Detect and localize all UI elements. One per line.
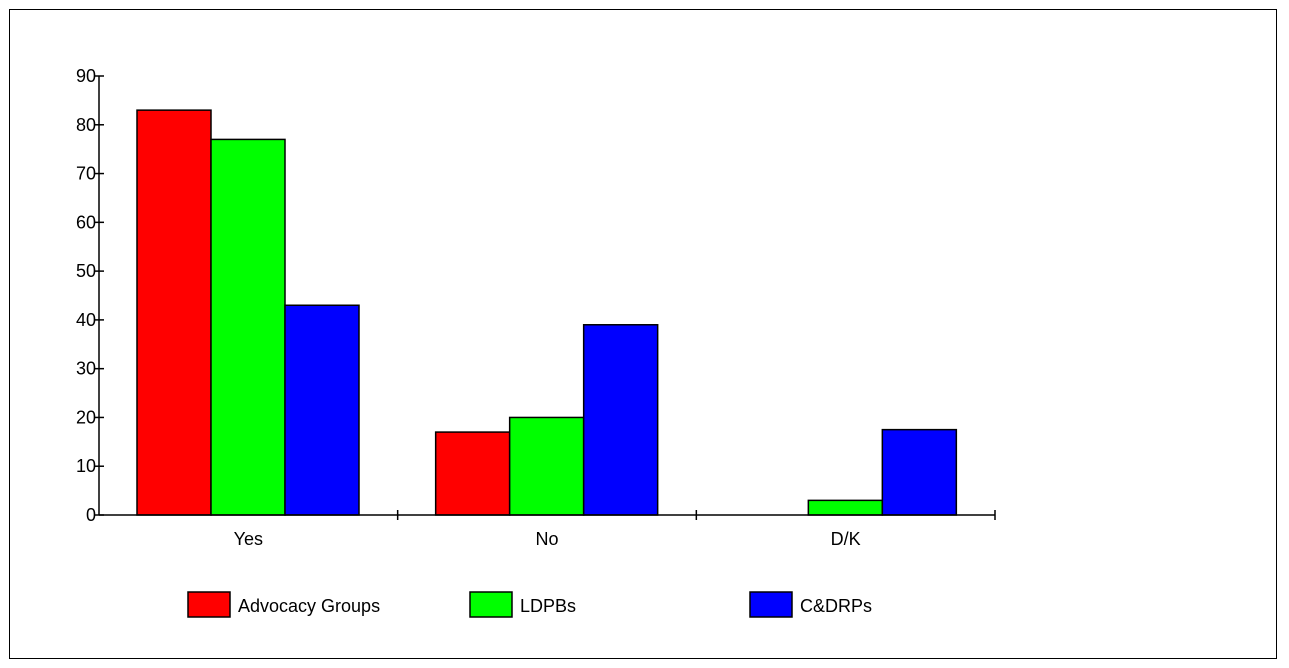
- bar-ldpbs-no: [508, 416, 585, 516]
- bar-ldpbs-d-k: [807, 499, 884, 516]
- chart-frame: 0 10 20 30 40 50 60 70 80 90 Yes No D/K Advocacy Gro…: [9, 9, 1277, 659]
- x-tick-label: D/K: [831, 529, 861, 549]
- bar-c-drps-d-k: [881, 428, 958, 516]
- y-tick-label: 20: [76, 407, 96, 427]
- y-tick-label: 60: [76, 212, 96, 232]
- bar-ldpbs-yes: [210, 138, 286, 516]
- bar-advocacy-groups-no: [434, 431, 511, 516]
- bar-advocacy-groups-yes: [136, 109, 212, 516]
- legend-label: LDPBs: [520, 596, 576, 616]
- y-tick-label: 80: [76, 115, 96, 135]
- y-tick-label: 10: [76, 456, 96, 476]
- axes-layer: 0 10 20 30 40 50 60 70 80 90 Yes No D/K: [76, 66, 996, 549]
- bar-chart: 0 10 20 30 40 50 60 70 80 90 Yes No D/K Advocacy Gro…: [76, 66, 996, 618]
- legend-swatch: [187, 591, 231, 618]
- legend-swatch: [749, 591, 793, 618]
- y-tick-label: 90: [76, 66, 96, 86]
- legend-swatch: [469, 591, 513, 618]
- legend-label: C&DRPs: [800, 596, 872, 616]
- x-tick-label: No: [535, 529, 558, 549]
- legend: Advocacy Groups LDPBs C&DRPs: [187, 591, 872, 618]
- y-tick-label: 30: [76, 359, 96, 379]
- y-tick-label: 40: [76, 310, 96, 330]
- y-tick-label: 70: [76, 164, 96, 184]
- y-tick-label: 0: [86, 505, 96, 525]
- bars-layer: [136, 109, 958, 516]
- y-tick-label: 50: [76, 261, 96, 281]
- legend-label: Advocacy Groups: [238, 596, 380, 616]
- bar-c-drps-no: [582, 324, 659, 516]
- bar-c-drps-yes: [284, 304, 360, 516]
- x-tick-label: Yes: [234, 529, 263, 549]
